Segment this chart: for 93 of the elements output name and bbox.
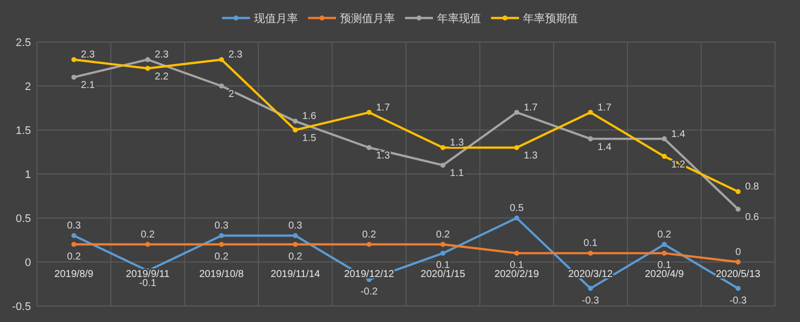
data-label: 1.3: [376, 150, 390, 162]
point: [71, 242, 76, 247]
point: [366, 145, 372, 150]
y-tick-label: 0.5: [16, 213, 31, 225]
point: [71, 233, 76, 238]
data-label: 0: [735, 247, 742, 258]
data-label: 1.5: [302, 133, 317, 144]
data-label: -0.2: [360, 286, 378, 298]
data-label: 2.3: [80, 50, 96, 61]
point: [219, 84, 224, 88]
point: [145, 57, 150, 62]
x-tick-label: 2020/4/9: [644, 269, 684, 280]
data-label: 1.7: [376, 102, 390, 114]
y-tick-label: 1: [24, 169, 31, 181]
data-label: 0.8: [745, 182, 760, 193]
data-label: 0.2: [657, 229, 672, 240]
data-label: 1.3: [524, 150, 538, 162]
y-tick-label: -0.5: [12, 301, 31, 313]
data-label: 0.1: [584, 238, 598, 250]
x-tick-label: 2020/1/15: [420, 269, 466, 280]
data-label: 0.2: [66, 251, 82, 262]
x-tick-label: 2019/9/11: [126, 269, 170, 280]
point: [440, 162, 446, 168]
data-label: 1.7: [524, 102, 538, 114]
point: [366, 242, 372, 247]
point: [588, 136, 593, 142]
point: [736, 260, 741, 264]
data-label: 1.3: [450, 138, 464, 149]
point: [662, 136, 667, 142]
x-tick-label: 2019/10/8: [199, 269, 244, 280]
point: [514, 250, 520, 256]
point: [145, 66, 150, 71]
data-label: 2.2: [154, 71, 170, 82]
legend-label: 年率现值: [437, 12, 481, 25]
point: [588, 286, 593, 291]
legend-label: 年率预期值: [523, 12, 578, 25]
point: [440, 250, 446, 256]
data-label: 0.5: [510, 203, 524, 214]
data-label: 1.6: [302, 111, 317, 122]
x-tick-label: 2020/2/19: [494, 269, 540, 280]
legend-label: 现值月率: [254, 12, 298, 25]
data-label: 2.1: [80, 80, 96, 92]
y-tick-label: 0: [24, 257, 31, 269]
data-label: 1.4: [598, 142, 612, 153]
point: [219, 233, 224, 238]
point: [71, 74, 76, 80]
point: [588, 110, 593, 115]
point: [736, 286, 741, 291]
point: [292, 118, 298, 124]
data-label: -0.3: [729, 295, 748, 306]
data-label: 0.3: [214, 220, 229, 232]
data-label: 2.3: [154, 50, 170, 61]
legend-label: 预测值月率: [340, 12, 395, 25]
data-label: 2: [228, 89, 234, 100]
point: [514, 216, 520, 220]
y-tick-label: 2.5: [16, 37, 31, 49]
data-label: 0.3: [288, 220, 303, 232]
data-label: 0.2: [288, 251, 303, 262]
point: [219, 242, 224, 247]
data-label: 0.6: [745, 212, 760, 224]
data-label: 0.2: [140, 229, 156, 240]
point: [292, 128, 298, 132]
point: [662, 154, 667, 159]
data-label: 0.3: [66, 220, 82, 232]
point: [662, 250, 667, 256]
point: [440, 242, 446, 247]
point: [292, 242, 298, 247]
x-tick-label: 2020/5/13: [716, 269, 761, 280]
point: [662, 242, 667, 247]
point: [292, 233, 298, 238]
data-label: 1.1: [450, 168, 464, 180]
y-tick-label: 2: [24, 81, 31, 93]
x-tick-label: 2019/8/9: [54, 269, 94, 280]
data-label: 0.2: [362, 229, 376, 240]
data-label: 0.2: [436, 229, 450, 240]
data-label: 1.7: [598, 102, 612, 114]
y-tick-label: 1.5: [16, 125, 31, 137]
data-label: 1.4: [671, 128, 686, 140]
point: [736, 189, 741, 194]
x-tick-label: 2019/11/14: [270, 269, 320, 280]
point: [145, 242, 150, 247]
point: [588, 250, 593, 256]
point: [71, 57, 76, 62]
point: [440, 145, 446, 150]
data-label: -0.1: [139, 278, 157, 289]
point: [366, 110, 372, 115]
data-label: -0.3: [582, 295, 600, 306]
point: [514, 110, 520, 115]
point: [514, 145, 520, 150]
data-label: 0.2: [214, 251, 229, 262]
data-label: 2.3: [228, 50, 243, 61]
point: [736, 206, 741, 212]
point: [219, 57, 224, 62]
